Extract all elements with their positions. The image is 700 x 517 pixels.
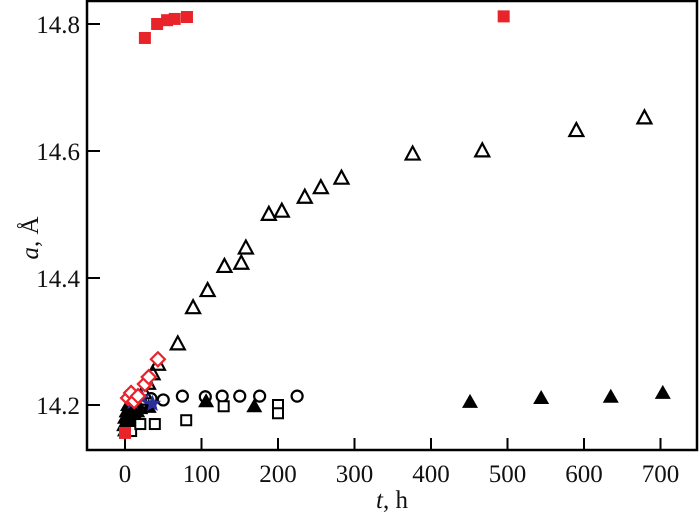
- data-point: [129, 387, 147, 405]
- data-point: [198, 390, 212, 404]
- data-point: [148, 418, 161, 431]
- y-tick-label: 14.8: [36, 12, 80, 39]
- plot-frame: [85, 0, 699, 452]
- x-tick-label: 700: [642, 461, 680, 488]
- series-red-open-diamonds: [119, 350, 167, 410]
- data-point: [311, 177, 330, 195]
- data-point: [156, 393, 170, 407]
- data-point: [272, 407, 284, 420]
- data-point: [233, 389, 247, 403]
- data-point: [134, 418, 147, 431]
- x-axis-title: t, h: [376, 487, 408, 514]
- x-tick-label: 200: [259, 461, 297, 488]
- data-point: [533, 390, 550, 405]
- data-point: [138, 31, 151, 44]
- x-tick-label: 500: [489, 461, 527, 488]
- data-point: [232, 253, 251, 270]
- data-point: [198, 393, 215, 408]
- y-tick-label: 14.6: [36, 139, 80, 166]
- data-point: [119, 426, 131, 439]
- data-point: [217, 400, 230, 413]
- x-tick-label: 100: [183, 461, 221, 488]
- y-tick-label: 14.4: [36, 266, 80, 293]
- y-tick-label: 14.2: [36, 393, 80, 420]
- data-point: [151, 18, 164, 30]
- data-points: [116, 10, 671, 439]
- data-point: [168, 12, 181, 25]
- data-point: [149, 350, 167, 368]
- data-point: [567, 120, 586, 138]
- data-point: [332, 168, 351, 185]
- x-tick-label: 400: [412, 461, 450, 488]
- data-point: [654, 384, 671, 399]
- data-point: [246, 398, 263, 413]
- x-tick-label: 300: [336, 461, 374, 488]
- data-point: [180, 11, 193, 24]
- data-point: [215, 389, 229, 403]
- series-open-squares: [125, 399, 284, 438]
- data-point: [290, 389, 304, 403]
- data-point: [295, 187, 314, 204]
- x-axis-ticks: 0 100 200 300 400 500 600 700: [119, 438, 680, 488]
- data-point: [180, 414, 193, 427]
- x-tick-label: 0: [119, 461, 132, 488]
- data-point: [602, 388, 619, 403]
- data-point: [161, 14, 174, 27]
- data-point: [497, 10, 510, 23]
- data-point: [259, 204, 278, 221]
- data-point: [168, 334, 187, 351]
- series-filled-triangles: [117, 384, 671, 437]
- data-point: [462, 393, 479, 408]
- series-open-triangles: [116, 108, 654, 432]
- data-point: [175, 389, 189, 403]
- data-point: [473, 141, 492, 158]
- data-point: [253, 389, 267, 403]
- data-point: [184, 297, 202, 315]
- data-point: [144, 394, 162, 411]
- x-tick-label: 600: [565, 461, 603, 488]
- y-axis-title: a, Å: [17, 216, 44, 259]
- data-point: [237, 238, 255, 255]
- data-point: [140, 368, 158, 386]
- y-axis-ticks: 14.2 14.4 14.6 14.8: [36, 12, 100, 420]
- data-point: [215, 256, 234, 274]
- data-point: [272, 201, 291, 218]
- data-point: [635, 108, 654, 125]
- series-red-filled-squares: [119, 10, 510, 439]
- data-point: [198, 280, 217, 298]
- data-point: [403, 144, 422, 161]
